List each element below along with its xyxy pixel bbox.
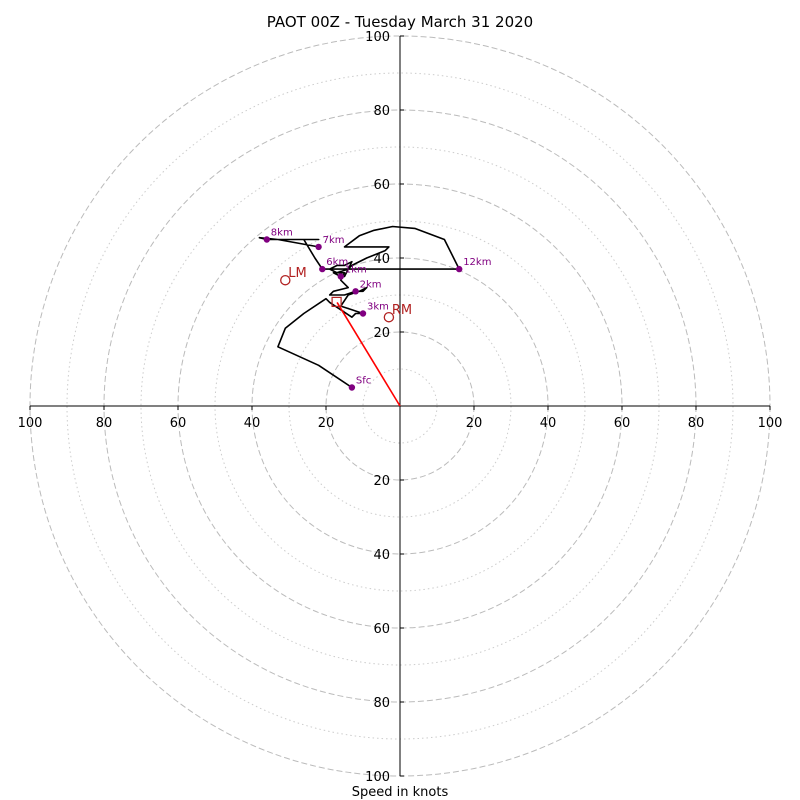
mean-wind-vector <box>336 301 401 407</box>
storm-label-RM: RM <box>392 303 412 318</box>
height-marker-8km <box>263 236 270 243</box>
storm-marker-LM <box>280 274 291 286</box>
x-tick-label: 80 <box>688 416 705 431</box>
tick-labels: 100 80 60 40 20 20 40 60 80 100 100 80 60 40 20 20 40 60 8… <box>18 30 783 785</box>
height-marker-7km <box>315 243 322 251</box>
x-tick-label: 20 <box>466 416 483 431</box>
height-label-8km: 8km <box>271 228 293 239</box>
y-tick-label: 100 <box>365 770 390 785</box>
x-tick-label: 60 <box>614 416 631 431</box>
x-axis-label: Speed in knots <box>352 785 449 800</box>
x-tick-label: 100 <box>758 416 783 431</box>
height-label-Sfc: Sfc <box>356 376 371 387</box>
y-tick-label: 60 <box>373 622 390 637</box>
x-tick-label: 20 <box>318 416 335 431</box>
height-label-7km: 7km <box>323 235 345 246</box>
height-marker-2km <box>352 288 359 295</box>
height-label-3km: 3km <box>367 302 389 313</box>
y-tick-label: 20 <box>373 474 390 489</box>
x-tick-label: 40 <box>540 416 557 431</box>
storm-motion-markers: LM RM <box>280 266 412 323</box>
height-label-6km: 6km <box>326 257 348 268</box>
storm-marker-RM <box>383 311 395 323</box>
height-marker-3km <box>359 310 367 317</box>
height-markers: Sfc 1km 2km 3km 6km 7km 8km 12km <box>263 228 491 391</box>
y-tick-label: 40 <box>373 548 390 563</box>
y-tick-label: 80 <box>373 104 390 119</box>
x-tick-label: 40 <box>244 416 261 431</box>
y-tick-label: 100 <box>365 30 390 45</box>
y-tick-label: 40 <box>373 252 390 267</box>
height-marker-12km <box>456 265 463 273</box>
mean-wind-vector-group <box>331 296 401 407</box>
x-tick-label: 60 <box>170 416 187 431</box>
chart-title: PAOT 00Z - Tuesday March 31 2020 <box>267 13 533 31</box>
storm-label-LM: LM <box>288 266 306 281</box>
y-tick-label: 60 <box>373 178 390 193</box>
height-marker-1km <box>337 273 344 280</box>
height-marker-6km <box>319 265 326 273</box>
x-tick-label: 100 <box>18 416 43 431</box>
y-tick-label: 20 <box>373 326 390 341</box>
mean-wind-marker <box>331 296 342 307</box>
x-tick-label: 80 <box>96 416 113 431</box>
y-tick-label: 80 <box>373 696 390 711</box>
height-label-2km: 2km <box>360 279 382 290</box>
height-label-1km: 1km <box>345 265 367 276</box>
height-label-12km: 12km <box>463 257 491 268</box>
height-marker-Sfc <box>348 384 356 391</box>
